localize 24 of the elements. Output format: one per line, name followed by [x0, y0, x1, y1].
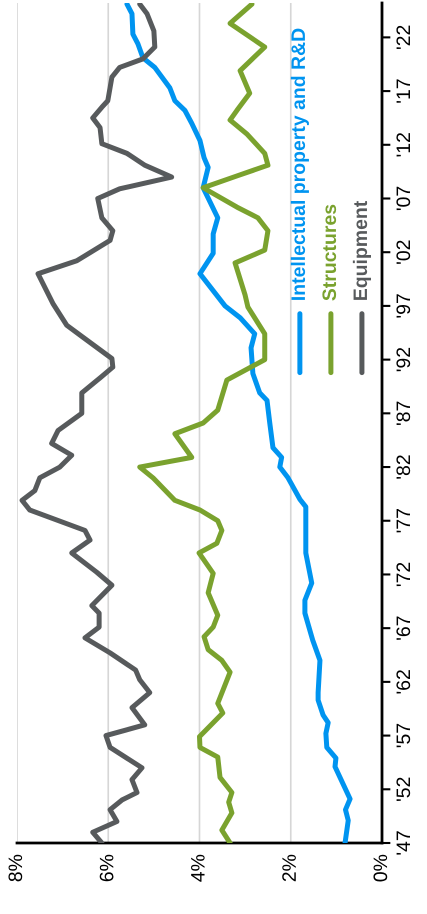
x-tick-label: 2%: [282, 854, 296, 882]
y-tick-label: '87: [396, 402, 410, 426]
y-tick-label: '52: [396, 778, 410, 801]
y-tick-label: '92: [396, 348, 410, 372]
x-tick-label: 4%: [191, 854, 205, 882]
x-tick-label: 8%: [8, 854, 22, 882]
y-tick-label: '17: [396, 79, 410, 103]
y-tick-label: '97: [396, 294, 410, 318]
y-tick-label: '47: [396, 831, 410, 855]
y-tick-label: '22: [396, 26, 410, 50]
y-tick-label: '57: [396, 724, 410, 748]
y-tick-label: '12: [396, 133, 410, 156]
y-tick-label: '82: [396, 455, 410, 479]
y-tick-label: '67: [396, 616, 410, 640]
x-tick-label: 6%: [100, 854, 114, 882]
text: Intellectual property and R&D: [290, 28, 309, 300]
y-tick-label: '72: [396, 562, 410, 586]
y-tick-label: '62: [396, 670, 410, 694]
text: Structures: [322, 204, 336, 301]
x-tick-label: 0%: [373, 854, 388, 882]
y-tick-label: '77: [396, 509, 410, 532]
y-tick-label: '07: [396, 186, 410, 210]
text: Equipment: [352, 200, 371, 300]
y-tick-label: '02: [396, 240, 410, 264]
